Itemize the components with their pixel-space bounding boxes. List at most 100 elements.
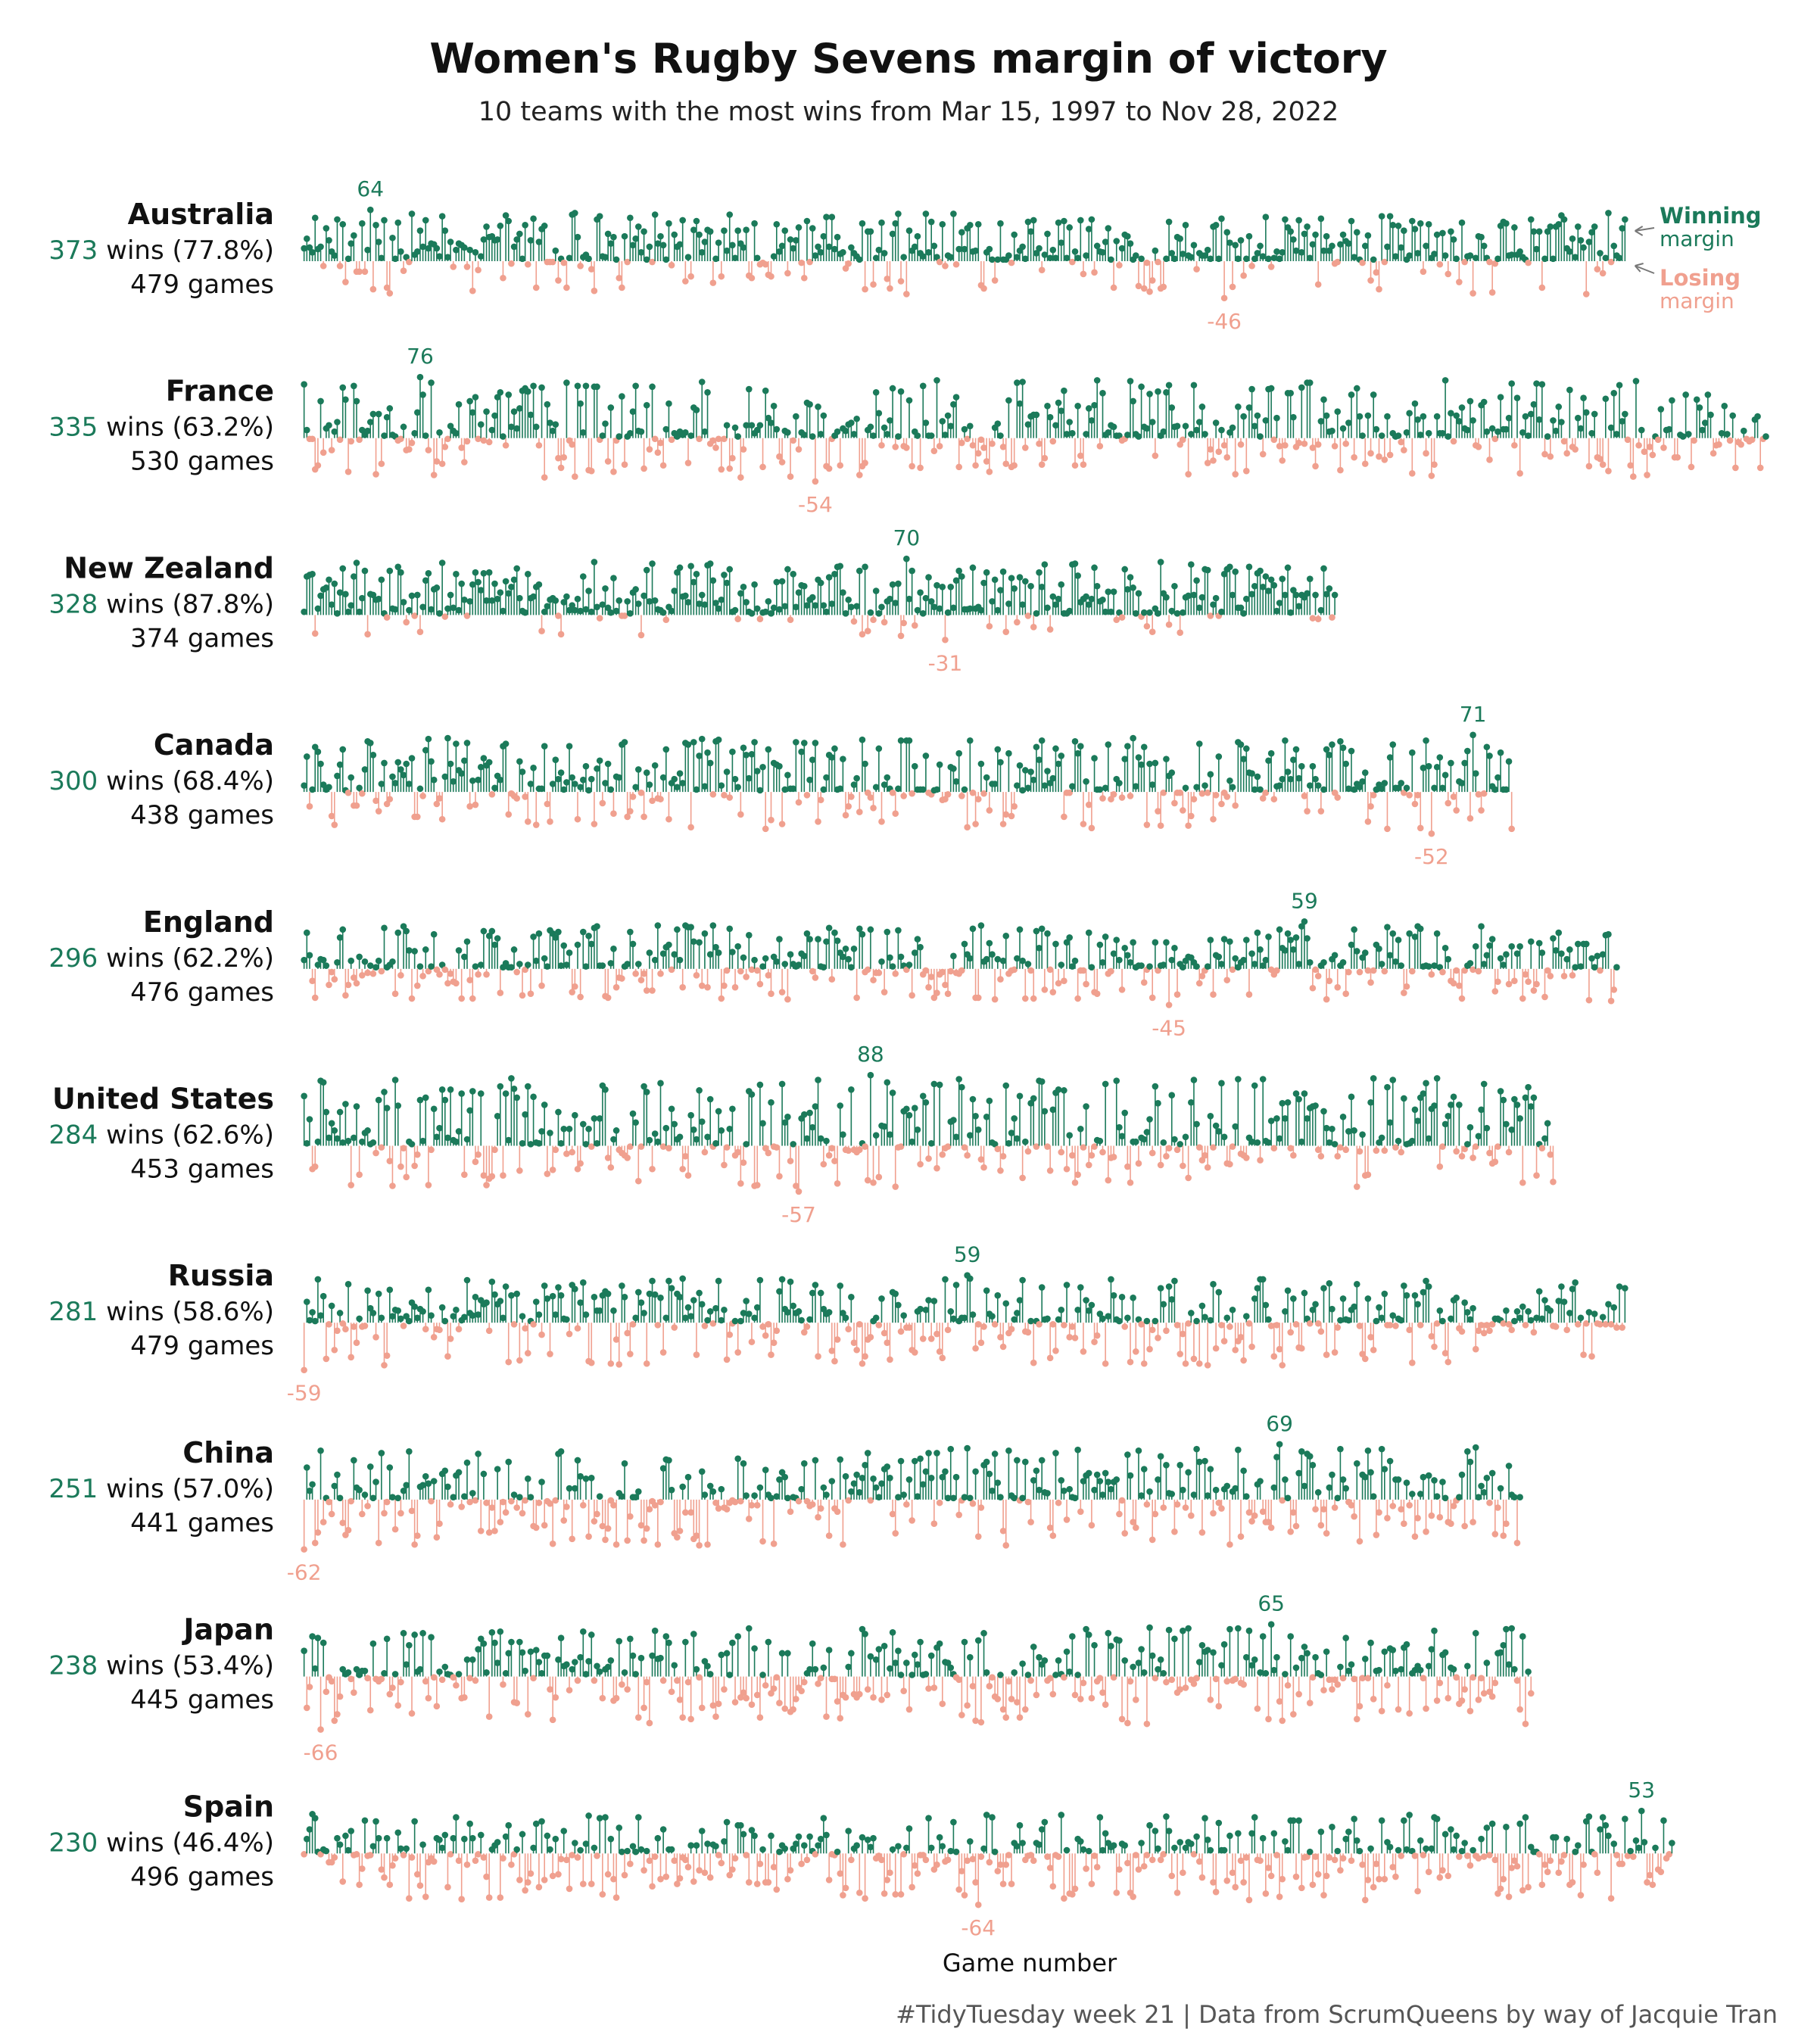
margin-point xyxy=(1597,250,1604,257)
margin-point xyxy=(1204,460,1211,466)
margin-point xyxy=(1566,248,1573,255)
margin-point xyxy=(1513,394,1521,401)
margin-point xyxy=(472,249,479,256)
margin-point xyxy=(845,260,852,267)
margin-point xyxy=(850,431,858,438)
margin-point xyxy=(414,813,421,821)
margin-point xyxy=(1143,821,1151,828)
margin-point xyxy=(1605,467,1612,475)
margin-point xyxy=(1093,377,1101,384)
margin-point xyxy=(394,929,402,936)
margin-point xyxy=(369,591,377,599)
margin-point xyxy=(933,377,940,384)
margin-point xyxy=(1237,237,1245,244)
margin-point xyxy=(1210,991,1217,999)
margin-point xyxy=(475,578,482,586)
margin-point xyxy=(1193,426,1200,434)
margin-point xyxy=(375,1096,382,1104)
margin-point xyxy=(746,385,753,393)
margin-point xyxy=(1030,624,1037,631)
margin-point xyxy=(1016,400,1024,407)
margin-point xyxy=(1146,963,1153,970)
margin-point xyxy=(875,246,883,254)
margin-point xyxy=(463,438,471,445)
margin-point xyxy=(853,415,860,422)
margin-point xyxy=(746,931,753,939)
margin-point xyxy=(1466,397,1474,405)
margin-point xyxy=(1207,771,1214,778)
margin-point xyxy=(436,253,443,260)
margin-point xyxy=(737,1180,744,1187)
margin-point xyxy=(1096,443,1104,450)
margin-point xyxy=(812,974,819,981)
margin-point xyxy=(591,821,598,827)
margin-point xyxy=(519,992,526,999)
margin-point xyxy=(1190,382,1198,389)
margin-point xyxy=(422,1094,429,1101)
margin-point xyxy=(922,210,930,217)
margin-point xyxy=(538,628,545,634)
margin-point xyxy=(815,818,821,825)
margin-point xyxy=(447,1086,454,1093)
margin-point xyxy=(753,426,761,434)
margin-point xyxy=(801,432,808,438)
margin-point xyxy=(1466,960,1474,967)
margin-point xyxy=(709,922,717,929)
margin-point xyxy=(381,1089,388,1095)
margin-point xyxy=(1721,403,1728,410)
margin-point xyxy=(1453,807,1460,814)
margin-point xyxy=(419,391,426,398)
margin-point xyxy=(864,628,871,634)
margin-point xyxy=(1019,243,1026,251)
margin-point xyxy=(411,1162,418,1170)
margin-point xyxy=(718,273,725,280)
margin-point xyxy=(574,941,581,949)
margin-point xyxy=(547,818,553,825)
margin-point xyxy=(1644,472,1650,478)
win-percentage: wins (77.8%) xyxy=(98,235,274,266)
margin-point xyxy=(895,580,902,587)
margin-point xyxy=(654,240,662,247)
margin-point xyxy=(1411,400,1419,407)
margin-point xyxy=(1287,390,1294,397)
margin-point xyxy=(1530,987,1538,994)
margin-point xyxy=(1083,252,1089,259)
margin-point xyxy=(1696,404,1703,411)
margin-point xyxy=(933,989,940,996)
margin-point xyxy=(1121,944,1128,952)
margin-point xyxy=(958,573,965,580)
margin-point xyxy=(364,1127,371,1134)
margin-point xyxy=(1478,233,1485,241)
margin-point xyxy=(820,412,827,419)
margin-point xyxy=(1177,629,1183,637)
margin-point xyxy=(1267,263,1275,270)
margin-point xyxy=(1298,249,1305,256)
margin-point xyxy=(793,237,799,244)
margin-point xyxy=(1456,418,1463,425)
team-name: United States xyxy=(52,1083,274,1116)
margin-point xyxy=(676,956,684,964)
margin-point xyxy=(853,994,860,1002)
margin-point xyxy=(552,756,559,763)
margin-point xyxy=(856,809,863,815)
margin-point xyxy=(1448,410,1454,417)
margin-point xyxy=(1688,463,1695,471)
margin-point xyxy=(698,1118,706,1125)
margin-point xyxy=(1270,436,1278,444)
margin-point xyxy=(422,217,429,224)
margin-point xyxy=(1171,944,1178,952)
margin-point xyxy=(627,928,634,936)
margin-point xyxy=(1041,454,1049,462)
margin-point xyxy=(1577,425,1585,432)
margin-point xyxy=(1533,245,1540,253)
margin-point xyxy=(441,444,449,450)
margin-point xyxy=(572,473,578,480)
margin-point xyxy=(878,958,885,965)
margin-point xyxy=(787,473,794,480)
margin-point xyxy=(726,465,734,472)
margin-point xyxy=(1535,416,1543,423)
margin-point xyxy=(850,946,858,952)
margin-point xyxy=(632,235,639,242)
margin-point xyxy=(580,428,587,436)
